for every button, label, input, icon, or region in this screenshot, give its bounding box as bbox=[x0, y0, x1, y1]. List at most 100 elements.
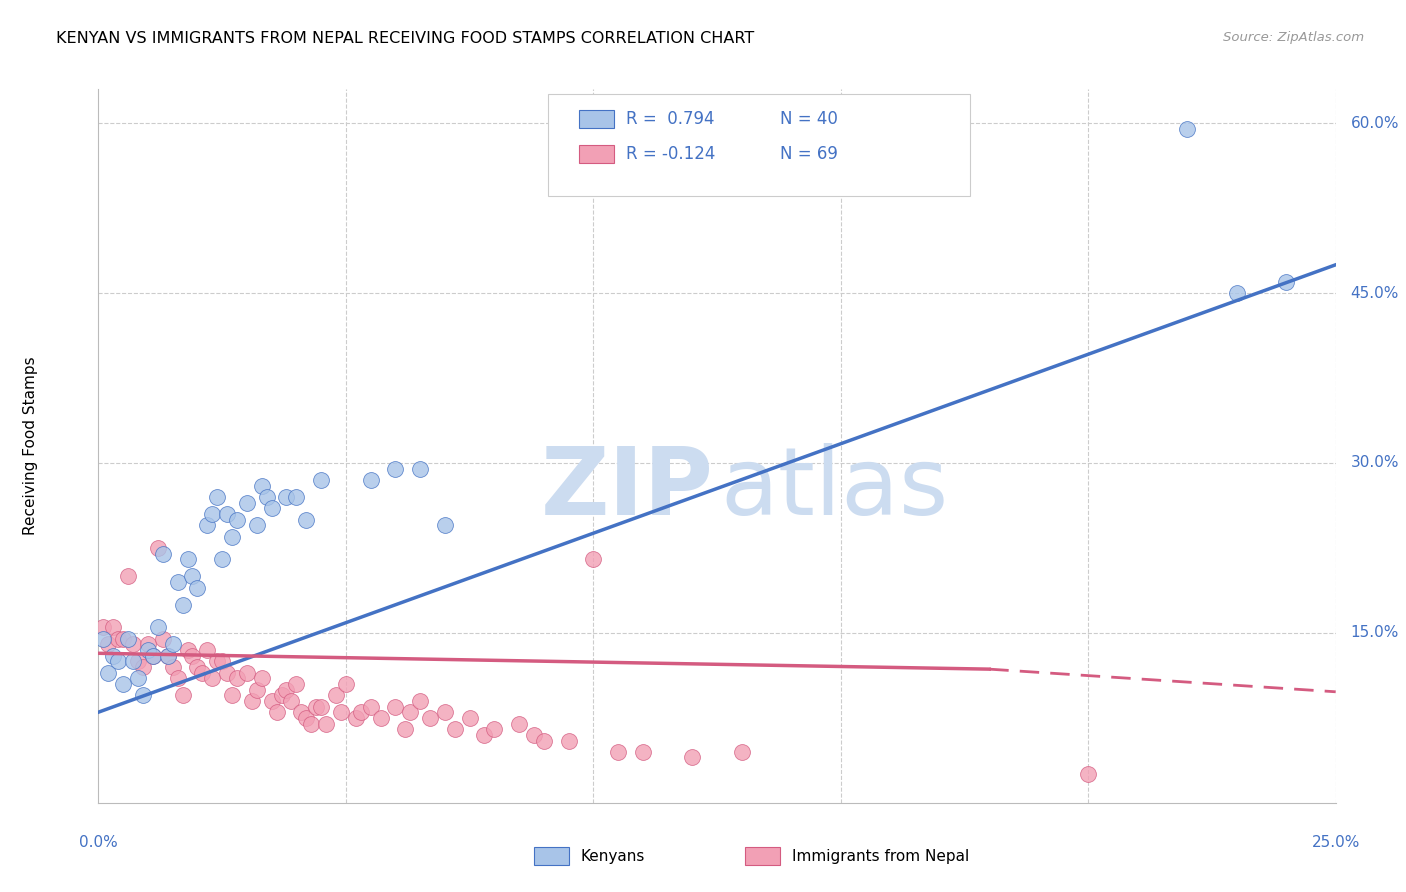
Point bbox=[103, 620, 125, 634]
Point bbox=[399, 705, 422, 719]
Point bbox=[226, 513, 249, 527]
Point bbox=[582, 552, 605, 566]
Point bbox=[325, 688, 347, 702]
Point bbox=[266, 705, 288, 719]
Point bbox=[142, 648, 165, 663]
Point bbox=[201, 507, 224, 521]
Point bbox=[201, 671, 224, 685]
Point bbox=[186, 660, 208, 674]
Text: Kenyans: Kenyans bbox=[581, 849, 645, 863]
Point bbox=[370, 711, 392, 725]
Point bbox=[152, 547, 174, 561]
Text: Immigrants from Nepal: Immigrants from Nepal bbox=[792, 849, 969, 863]
Point bbox=[195, 643, 218, 657]
Point bbox=[384, 699, 406, 714]
Point bbox=[127, 671, 149, 685]
Point bbox=[205, 654, 228, 668]
Point bbox=[557, 733, 579, 747]
Point bbox=[1275, 275, 1298, 289]
Point bbox=[384, 461, 406, 475]
Text: R =  0.794: R = 0.794 bbox=[626, 110, 714, 128]
Text: 15.0%: 15.0% bbox=[1351, 625, 1399, 640]
Point bbox=[315, 716, 337, 731]
Point bbox=[132, 688, 155, 702]
Point bbox=[295, 513, 318, 527]
Point bbox=[156, 648, 179, 663]
Point bbox=[276, 682, 298, 697]
Point bbox=[93, 620, 115, 634]
Point bbox=[260, 501, 283, 516]
Point bbox=[122, 654, 145, 668]
Point bbox=[93, 632, 115, 646]
Point bbox=[127, 654, 149, 668]
Point bbox=[523, 728, 546, 742]
Point bbox=[156, 648, 179, 663]
Point bbox=[285, 490, 308, 504]
Point bbox=[181, 569, 204, 583]
Text: Source: ZipAtlas.com: Source: ZipAtlas.com bbox=[1223, 31, 1364, 45]
Point bbox=[280, 694, 302, 708]
Point bbox=[344, 711, 367, 725]
Text: N = 40: N = 40 bbox=[780, 110, 838, 128]
Point bbox=[211, 552, 233, 566]
Point bbox=[217, 665, 239, 680]
Point bbox=[107, 654, 129, 668]
Point bbox=[419, 711, 441, 725]
Point bbox=[250, 478, 273, 492]
Point bbox=[533, 733, 555, 747]
Text: KENYAN VS IMMIGRANTS FROM NEPAL RECEIVING FOOD STAMPS CORRELATION CHART: KENYAN VS IMMIGRANTS FROM NEPAL RECEIVIN… bbox=[56, 31, 755, 46]
Point bbox=[132, 660, 155, 674]
Point bbox=[226, 671, 249, 685]
Point bbox=[112, 677, 135, 691]
Point bbox=[256, 490, 278, 504]
Point bbox=[172, 688, 194, 702]
Point bbox=[146, 620, 169, 634]
Point bbox=[394, 722, 416, 736]
Point bbox=[1226, 286, 1249, 301]
Text: ZIP: ZIP bbox=[540, 442, 713, 535]
Point bbox=[309, 699, 332, 714]
Point bbox=[309, 473, 332, 487]
Point bbox=[409, 461, 432, 475]
Text: Receiving Food Stamps: Receiving Food Stamps bbox=[22, 357, 38, 535]
Point bbox=[433, 518, 456, 533]
Point bbox=[221, 688, 243, 702]
Point bbox=[195, 518, 218, 533]
Point bbox=[458, 711, 481, 725]
Point bbox=[508, 716, 530, 731]
Point bbox=[250, 671, 273, 685]
Point bbox=[285, 677, 308, 691]
Point bbox=[409, 694, 432, 708]
Point bbox=[329, 705, 352, 719]
Point bbox=[97, 665, 120, 680]
Point bbox=[246, 682, 269, 697]
Point bbox=[484, 722, 506, 736]
Point bbox=[443, 722, 465, 736]
Point bbox=[172, 598, 194, 612]
Text: atlas: atlas bbox=[721, 442, 949, 535]
Point bbox=[731, 745, 754, 759]
Text: 30.0%: 30.0% bbox=[1351, 456, 1399, 470]
Text: 45.0%: 45.0% bbox=[1351, 285, 1399, 301]
Point bbox=[205, 490, 228, 504]
Point bbox=[162, 660, 184, 674]
Point bbox=[299, 716, 322, 731]
Point bbox=[117, 632, 139, 646]
Point bbox=[433, 705, 456, 719]
Point bbox=[221, 530, 243, 544]
Point bbox=[136, 637, 159, 651]
Point bbox=[276, 490, 298, 504]
Point bbox=[166, 574, 188, 589]
Point bbox=[211, 654, 233, 668]
Point bbox=[217, 507, 239, 521]
Point bbox=[152, 632, 174, 646]
Point bbox=[117, 569, 139, 583]
Point bbox=[186, 581, 208, 595]
Point bbox=[176, 643, 198, 657]
Point bbox=[270, 688, 292, 702]
Point bbox=[162, 637, 184, 651]
Point bbox=[1175, 121, 1198, 136]
Text: N = 69: N = 69 bbox=[780, 145, 838, 163]
Text: 0.0%: 0.0% bbox=[79, 835, 118, 850]
Point bbox=[107, 632, 129, 646]
